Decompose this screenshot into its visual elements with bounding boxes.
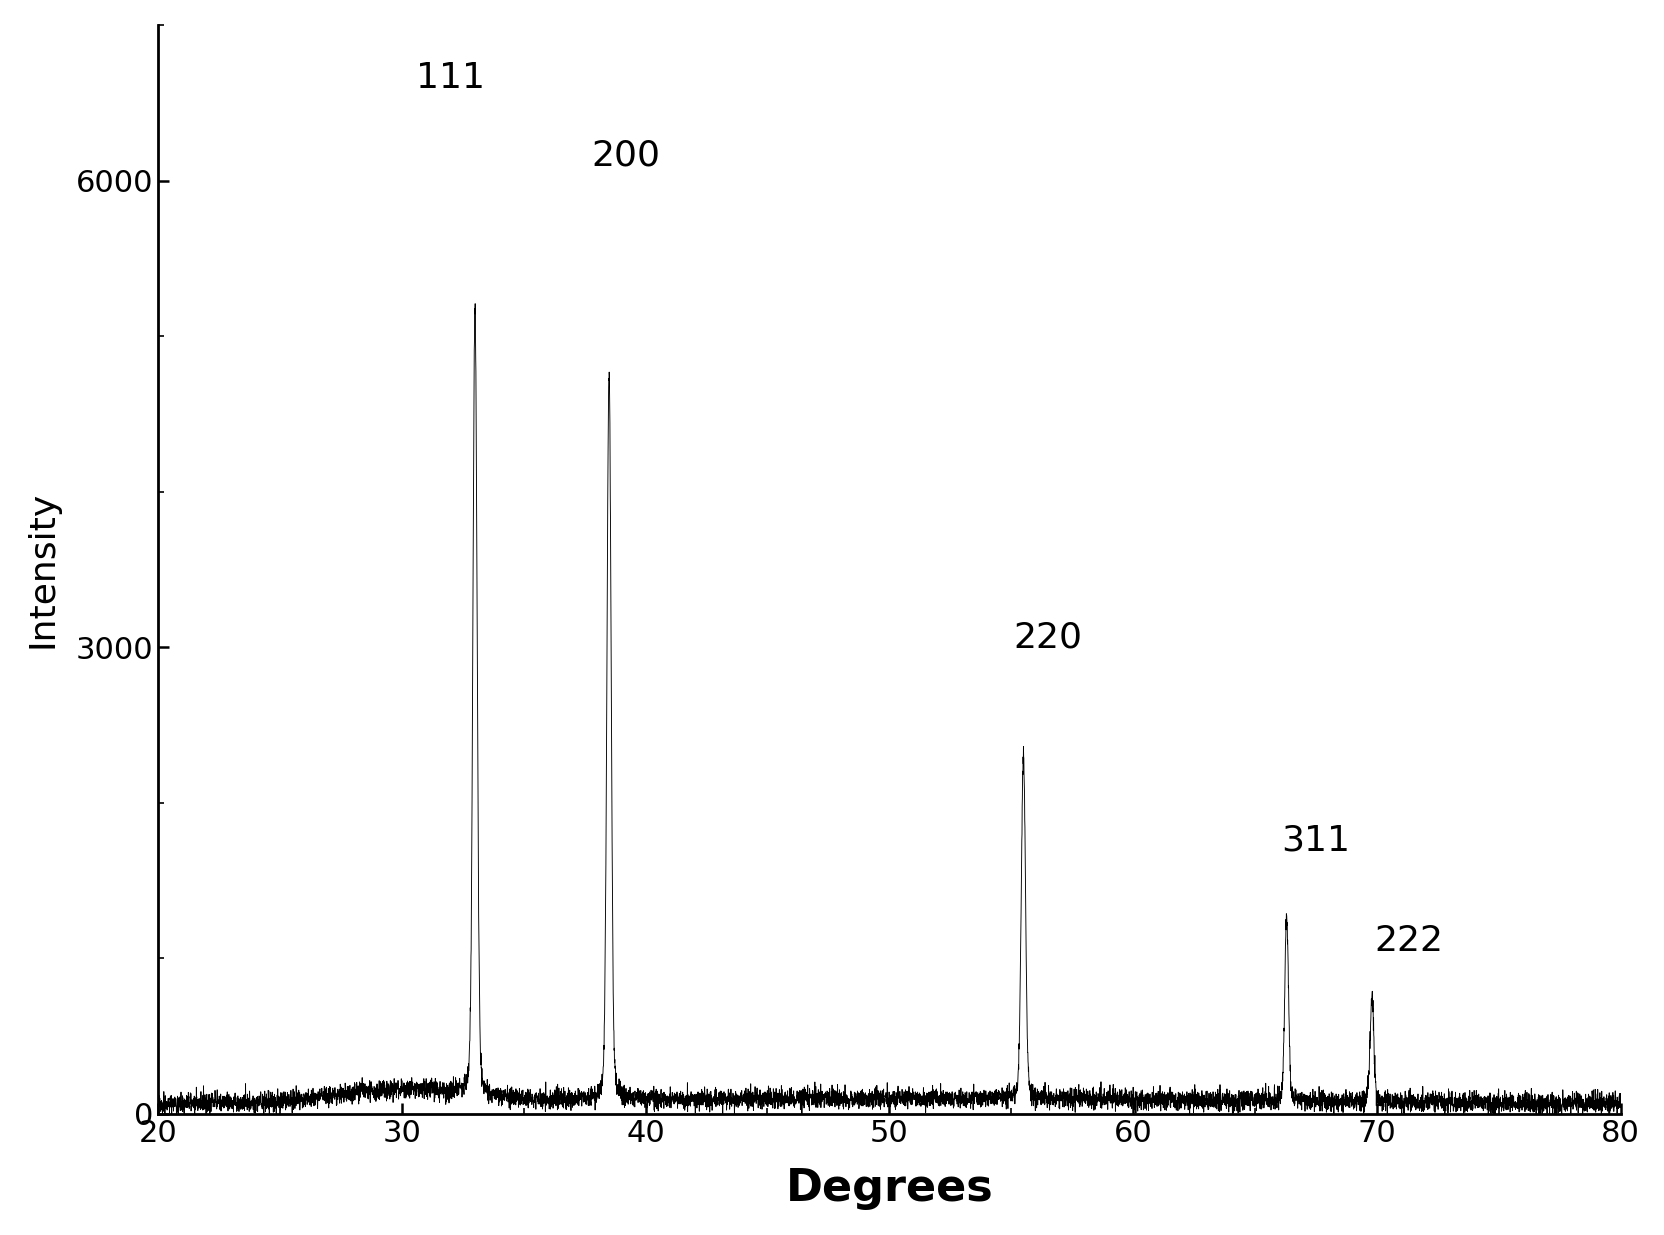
Text: 200: 200 [591, 138, 661, 173]
Text: 111: 111 [416, 61, 484, 95]
Text: 222: 222 [1373, 924, 1443, 958]
Text: 311: 311 [1281, 823, 1350, 857]
Y-axis label: Intensity: Intensity [25, 490, 58, 648]
X-axis label: Degrees: Degrees [785, 1167, 993, 1210]
Text: 220: 220 [1013, 621, 1082, 655]
